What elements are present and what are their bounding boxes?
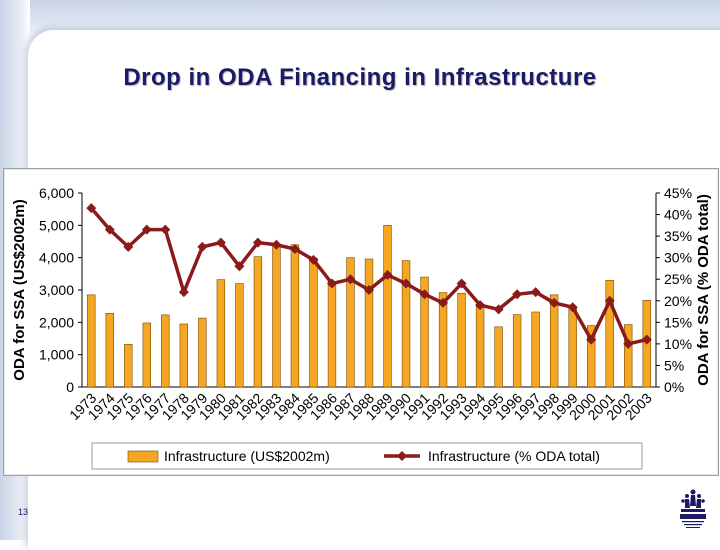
bar (253, 256, 263, 388)
line-point (123, 241, 134, 252)
y2-axis-title: ODA for SSA (% ODA total) (695, 194, 712, 386)
bar (624, 324, 633, 388)
bar (161, 314, 170, 388)
line-point (252, 237, 263, 248)
bar (512, 314, 522, 388)
line-point (289, 244, 300, 255)
y-tick-label: 5,000 (39, 217, 74, 233)
bar (568, 307, 577, 388)
y2-tick-label: 15% (664, 314, 692, 330)
line-point (641, 334, 652, 345)
bar (475, 303, 485, 388)
bar (457, 292, 466, 388)
bar (179, 323, 189, 388)
y-tick-label: 2,000 (39, 314, 74, 330)
bar (290, 244, 300, 388)
line-point (382, 269, 393, 280)
legend-line-label: Infrastructure (% ODA total) (428, 448, 600, 464)
line-point (160, 224, 171, 235)
bar (309, 258, 318, 388)
line-point (215, 237, 226, 248)
legend-line-marker (397, 451, 407, 461)
bar (124, 344, 133, 388)
y-axis-title-group: ODA for SSA (US$2002m) (11, 199, 28, 380)
organization-logo (680, 489, 706, 528)
legend-bar-swatch (127, 450, 159, 463)
line-point (438, 297, 449, 308)
bar (235, 283, 244, 388)
bar (105, 312, 114, 388)
y2-tick-label: 45% (664, 185, 692, 201)
line-point (364, 285, 374, 295)
page-number: 13 (18, 507, 29, 517)
bar (87, 294, 96, 388)
slide-title: Drop in ODA Financing in Infrastructure (123, 64, 597, 91)
line-point (419, 289, 430, 300)
combo-chart: ODA for SSA (US$2002m) ODA for SSA (% OD… (11, 185, 712, 470)
y-axis-title: ODA for SSA (US$2002m) (11, 199, 28, 380)
bar (438, 292, 448, 388)
line-point (234, 261, 245, 272)
line-point (475, 300, 486, 311)
line-point (345, 274, 356, 285)
bar (198, 317, 207, 388)
y-tick-label: 6,000 (39, 185, 74, 201)
bar (364, 258, 374, 388)
legend-bar-label: Infrastructure (US$2002m) (164, 448, 330, 464)
y2-tick-label: 25% (664, 271, 692, 287)
line-point (271, 239, 282, 250)
line-point (512, 289, 523, 300)
y-tick-label: 0 (66, 379, 74, 395)
y2-tick-label: 5% (664, 357, 684, 373)
y2-tick-label: 35% (664, 228, 692, 244)
y2-tick-label: 10% (664, 336, 692, 352)
bar (401, 260, 411, 388)
y-tick-label: 3,000 (39, 282, 74, 298)
line-point (586, 334, 597, 345)
line-point (456, 278, 467, 289)
line-point (141, 224, 152, 235)
y2-tick-label: 30% (664, 250, 692, 266)
bar (420, 276, 429, 388)
line-point (604, 295, 615, 306)
bar (216, 279, 226, 388)
bar (272, 244, 281, 388)
line-point (178, 287, 189, 298)
line-point (623, 338, 634, 349)
line-point (86, 203, 97, 214)
line-point (401, 278, 412, 289)
y2-tick-label: 0% (664, 379, 684, 395)
line-point (549, 297, 560, 308)
line-point (104, 224, 115, 235)
bar (605, 280, 614, 388)
line-point (530, 287, 541, 298)
bar (531, 311, 540, 388)
bar (142, 322, 151, 388)
line-point (197, 241, 208, 252)
line-point (326, 278, 337, 289)
line-point (567, 302, 578, 313)
bar (549, 294, 559, 388)
bar (327, 281, 337, 388)
line-point (493, 304, 504, 315)
y-tick-label: 4,000 (39, 250, 74, 266)
y-tick-label: 1,000 (39, 347, 74, 363)
bar (494, 326, 503, 388)
legend-box (91, 442, 643, 470)
legend: Infrastructure (US$2002m) Infrastructure … (91, 442, 643, 470)
bar (587, 325, 596, 388)
bars-group (87, 225, 651, 388)
bar (346, 257, 355, 388)
y2-tick-label: 40% (664, 207, 692, 223)
line-series-group (86, 203, 652, 349)
chart-frame: ODA for SSA (US$2002m) ODA for SSA (% OD… (3, 168, 719, 476)
y2-tick-label: 20% (664, 293, 692, 309)
bar (383, 225, 392, 388)
y2-axis-title-group: ODA for SSA (% ODA total) (695, 194, 712, 386)
